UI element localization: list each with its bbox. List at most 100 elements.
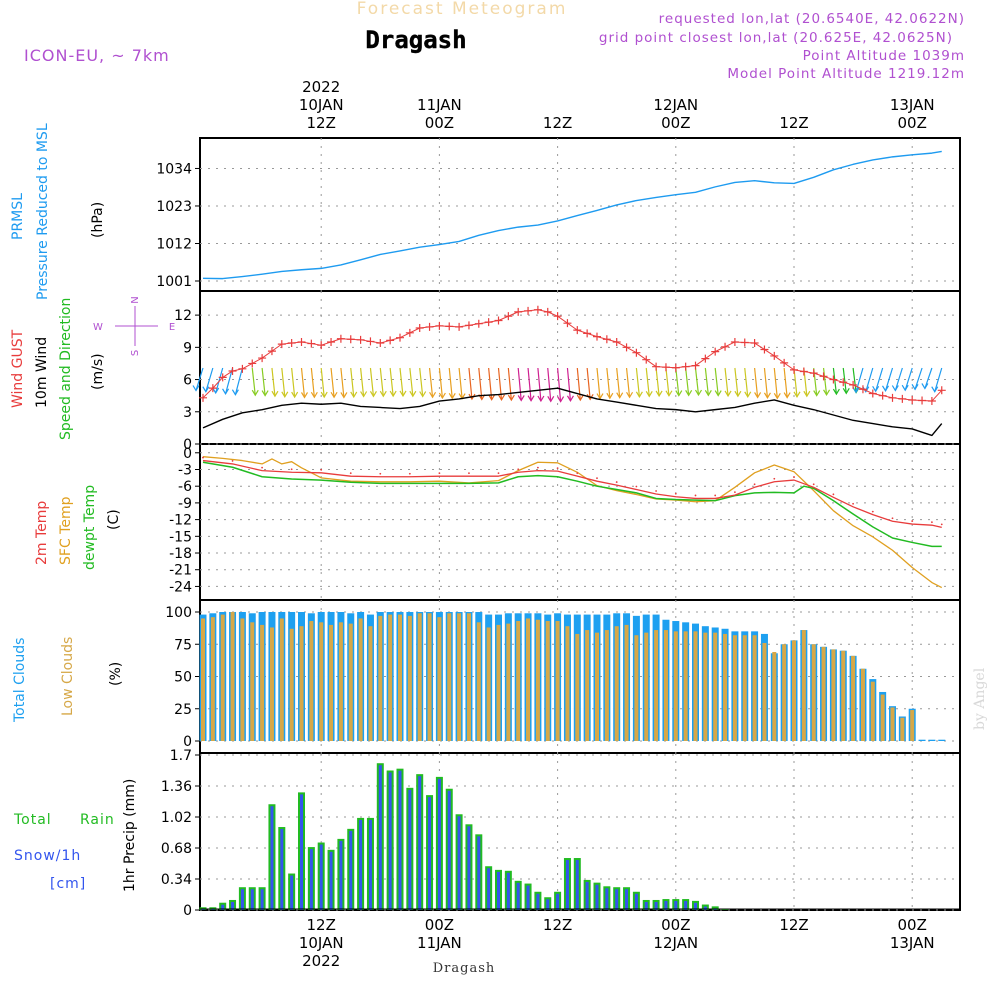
wind-direction-arrow (281, 367, 286, 397)
t2m-dot (379, 472, 382, 475)
wind-arrow-head (330, 391, 338, 399)
t2m-dot (655, 490, 657, 492)
snow-bar (674, 901, 678, 910)
top-time-label: 00Z (661, 114, 690, 132)
gust-marker (770, 351, 779, 360)
low-clouds-bar (585, 630, 590, 741)
snow-bar (359, 819, 363, 910)
low-clouds-bar (260, 624, 265, 741)
wind-direction-arrow (665, 367, 670, 396)
total-clouds-bar (938, 739, 946, 741)
gust-marker (652, 362, 661, 371)
gust-marker (612, 337, 621, 346)
wind-arrow-head (931, 386, 939, 393)
gust-marker (258, 354, 267, 363)
t2m-dot (674, 492, 677, 495)
total-label: Total (13, 812, 52, 828)
gust-marker (868, 389, 877, 398)
wind-arrow-head (635, 391, 643, 398)
low-clouds-bar (831, 649, 836, 741)
wind-arrow-head (665, 390, 673, 397)
cm-label: [cm] (50, 876, 86, 892)
low-clouds-bar (880, 694, 885, 741)
gust-marker (819, 372, 828, 381)
wind-arrow-head (438, 392, 446, 400)
t2m-dot (517, 468, 520, 471)
low-clouds-bar (329, 624, 334, 741)
snow-bar (703, 906, 707, 910)
bottom-time-label: 12Z (779, 916, 808, 934)
wind-arrow-head (409, 390, 417, 398)
wind-direction-arrow (379, 367, 384, 397)
gust-marker (858, 385, 867, 394)
wind-arrow-head (576, 394, 584, 402)
wind-direction-arrow (934, 367, 943, 392)
snow-bar (250, 889, 254, 910)
wind-direction-arrow (458, 367, 463, 399)
gust-marker (583, 329, 592, 338)
wind-arrow-head (310, 391, 318, 399)
snow-bar (270, 806, 274, 910)
wind-direction-arrow (537, 367, 542, 402)
wind-direction-arrow (195, 367, 204, 391)
wind-arrow-head (448, 392, 456, 400)
gust-marker (898, 394, 907, 403)
prmsl-sublabel: Pressure Reduced to MSL (35, 123, 51, 300)
low-clouds-bar (762, 642, 767, 741)
wind-arrow-head (773, 392, 781, 400)
snow-bar (368, 819, 372, 910)
wind-direction-arrow (852, 367, 857, 393)
low-clouds-bar (654, 630, 659, 741)
prmsl-label: PRMSL (10, 193, 26, 240)
wind-direction-arrow (261, 367, 266, 396)
wind-direction-arrow (865, 367, 874, 392)
low-clouds-bar (693, 631, 698, 741)
t2m-dot (596, 477, 598, 480)
gust-marker (849, 380, 858, 389)
low-clouds-bar (466, 613, 471, 741)
wind-plot: 0 3 6 9 12 (174, 291, 960, 453)
compass-e: E (169, 322, 175, 333)
snow-label: Snow/1h (14, 848, 81, 864)
snow-bar (536, 893, 540, 910)
low-clouds-bar (732, 635, 737, 741)
snow-bar (447, 790, 451, 910)
y-tick-label: 75 (174, 637, 192, 653)
low-clouds-bar (457, 613, 462, 741)
bottom-time-label: 13JAN (890, 934, 935, 952)
gust-marker (918, 396, 927, 405)
gust-marker (533, 305, 542, 314)
footer-location: Dragash (433, 961, 496, 976)
wind-direction-arrow (419, 367, 424, 397)
gust-marker (711, 347, 720, 356)
gust-marker (494, 316, 503, 325)
low-clouds-bar (486, 627, 491, 741)
snow-bar (457, 816, 461, 910)
wind-direction-arrow (507, 367, 512, 401)
top-time-label: 11JAN (417, 96, 462, 114)
wind-speed-line (202, 387, 943, 437)
gust-marker (386, 336, 395, 345)
y-tick-label: -24 (169, 579, 192, 595)
low-clouds-bar (713, 632, 718, 741)
sfc-temp-label: SFC Temp (58, 496, 74, 565)
t2m-dot (615, 481, 618, 483)
wind-arrow-head (557, 396, 565, 403)
gust-marker (750, 339, 759, 348)
wind-direction-arrow (527, 367, 532, 401)
wind-direction-arrow (635, 367, 640, 397)
wind-arrow-head (872, 385, 880, 393)
grid-point-coords: grid point closest lon,lat (20.625E, 42.… (599, 30, 953, 46)
pressure-unit: (hPa) (90, 202, 106, 238)
snow-bar (595, 884, 599, 910)
wind-arrow-head (468, 393, 476, 401)
snow-bar (575, 860, 579, 910)
wind-direction-arrow (655, 367, 660, 396)
wind-direction-arrow (855, 367, 864, 393)
wind-direction-arrow (606, 367, 611, 399)
bottom-time-label: 00Z (425, 916, 454, 934)
wind-direction-arrow (714, 367, 719, 396)
low-clouds-bar (703, 632, 708, 741)
top-time-label: 00Z (425, 114, 454, 132)
